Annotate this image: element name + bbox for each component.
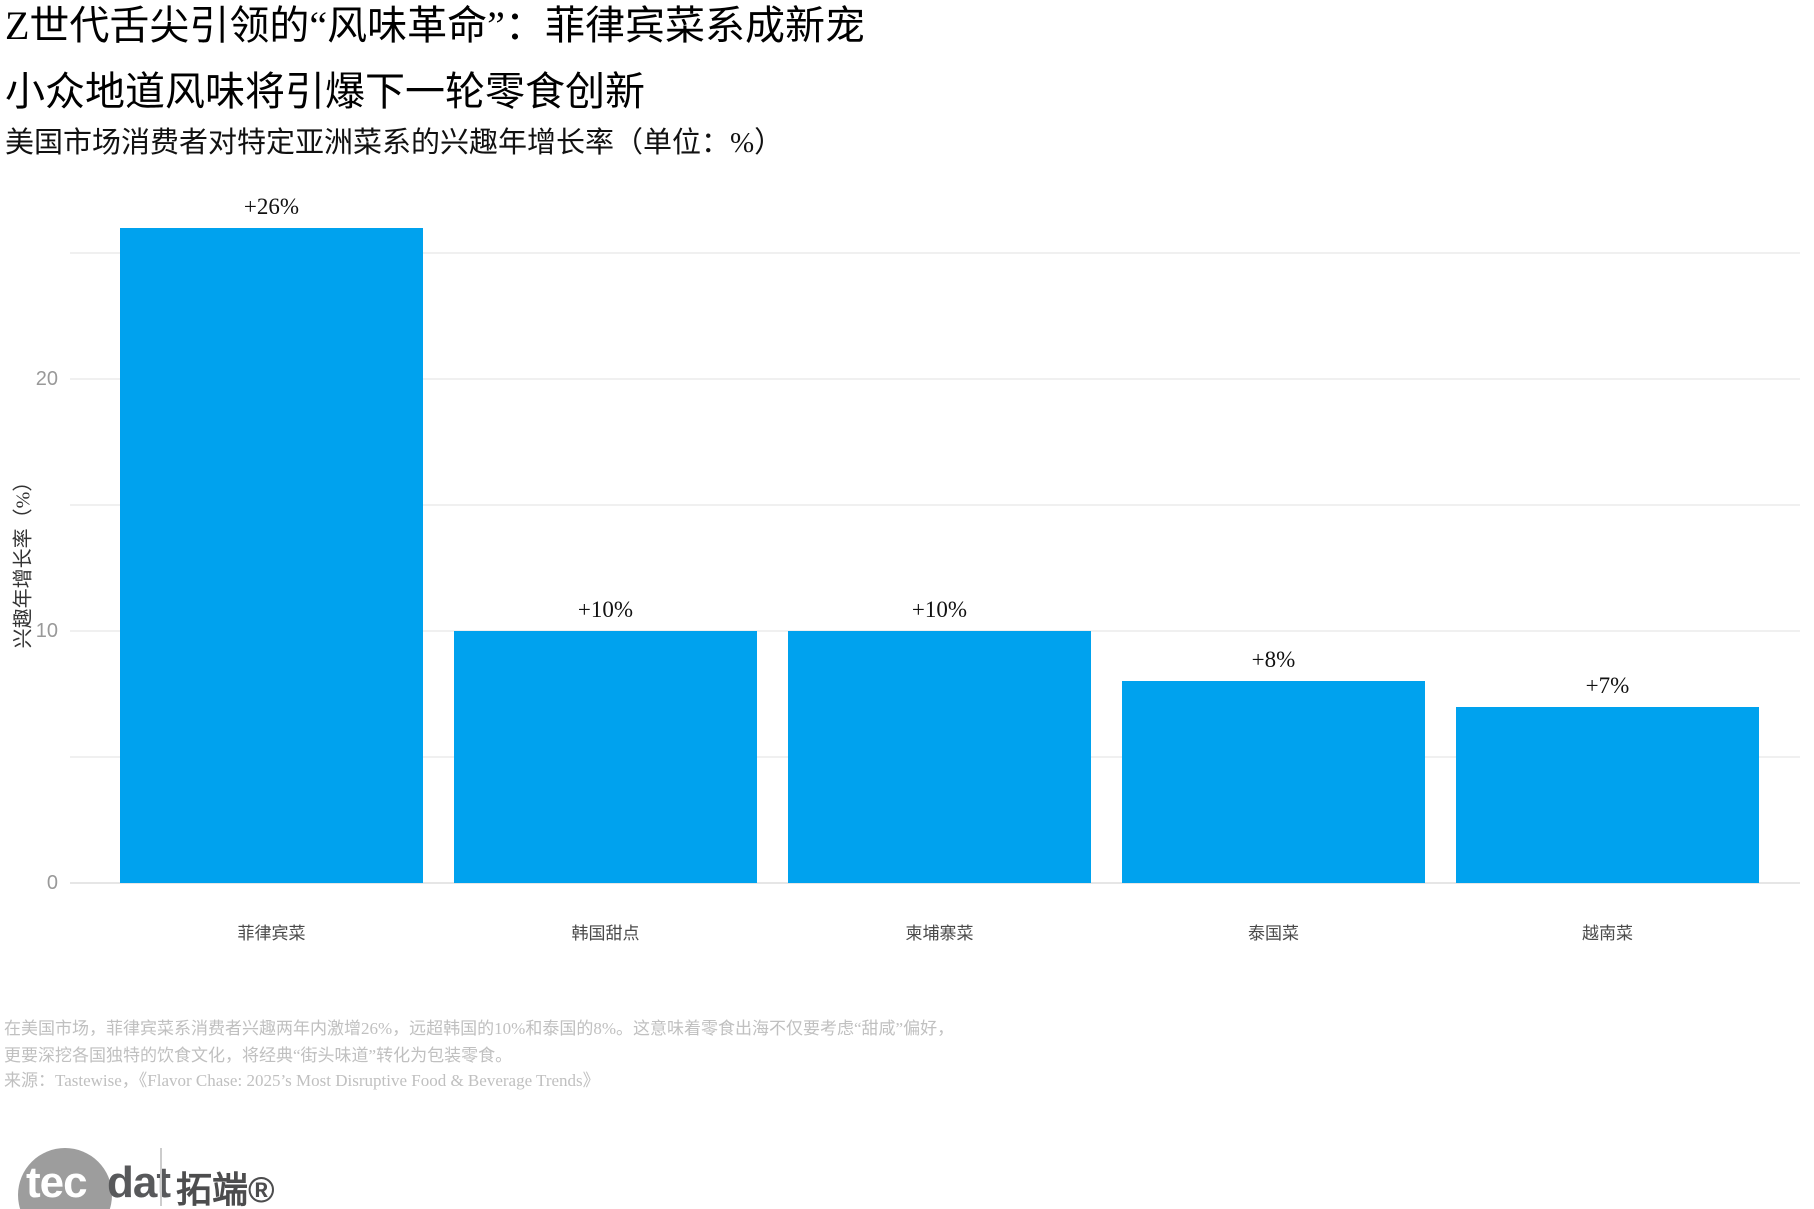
bar-柬埔寨菜 — [788, 631, 1091, 883]
y-tick-20: 20 — [35, 368, 58, 390]
chart-subtitle: 美国市场消费者对特定亚洲菜系的兴趣年增长率（单位：%） — [5, 127, 784, 159]
x-category-label: 柬埔寨菜 — [905, 924, 974, 943]
page-title-line1: Z世代舌尖引领的“风味革命”：菲律宾菜系成新宠 — [5, 3, 865, 48]
tecdat-logo: tec dat 拓端® — [18, 1146, 358, 1209]
footer-note-line1: 在美国市场，菲律宾菜系消费者兴趣两年内激增26%，远超韩国的10%和泰国的8%。… — [4, 1019, 955, 1038]
gridline-25 — [70, 252, 1800, 254]
bar-越南菜 — [1456, 706, 1759, 883]
bar-value-label: +26% — [243, 193, 300, 219]
logo-divider — [160, 1148, 162, 1206]
plot-area: +26% +10% +10% +8% +7% — [70, 194, 1800, 884]
bar-value-label: +8% — [1251, 647, 1296, 673]
bar-value-label: +10% — [911, 597, 968, 622]
bar-value-label: +7% — [1585, 672, 1630, 698]
gridline-20 — [70, 378, 1800, 380]
bar-韩国甜点 — [454, 631, 757, 883]
footer-note-line2: 更要深挖各国独特的饮食文化，将经典“街头味道”转化为包装零食。 — [4, 1046, 513, 1065]
x-category-label: 韩国甜点 — [571, 924, 640, 943]
gridline-15 — [70, 504, 1800, 506]
bar-value-label: +10% — [577, 597, 634, 622]
logo-brand-text: 拓端® — [176, 1169, 275, 1209]
x-axis-line — [70, 882, 1800, 884]
x-category-label: 菲律宾菜 — [237, 924, 306, 943]
bar-chart: 兴趣年增长率（%） +26% +10% +10% +8% +7% 0 10 20 菲律宾菜 韩国… — [13, 194, 1800, 943]
page-title-line2: 小众地道风味将引爆下一轮零食创新 — [5, 69, 645, 114]
bar-菲律宾菜 — [120, 227, 423, 883]
y-tick-10: 10 — [35, 620, 58, 642]
x-category-label: 越南菜 — [1582, 924, 1633, 943]
bar-泰国菜 — [1122, 681, 1425, 883]
footer-source: 来源：Tastewise，《Flavor Chase: 2025’s Most … — [4, 1071, 600, 1090]
y-tick-0: 0 — [46, 872, 58, 894]
logo-circle-text: tec — [26, 1158, 88, 1207]
x-category-label: 泰国菜 — [1248, 924, 1299, 943]
